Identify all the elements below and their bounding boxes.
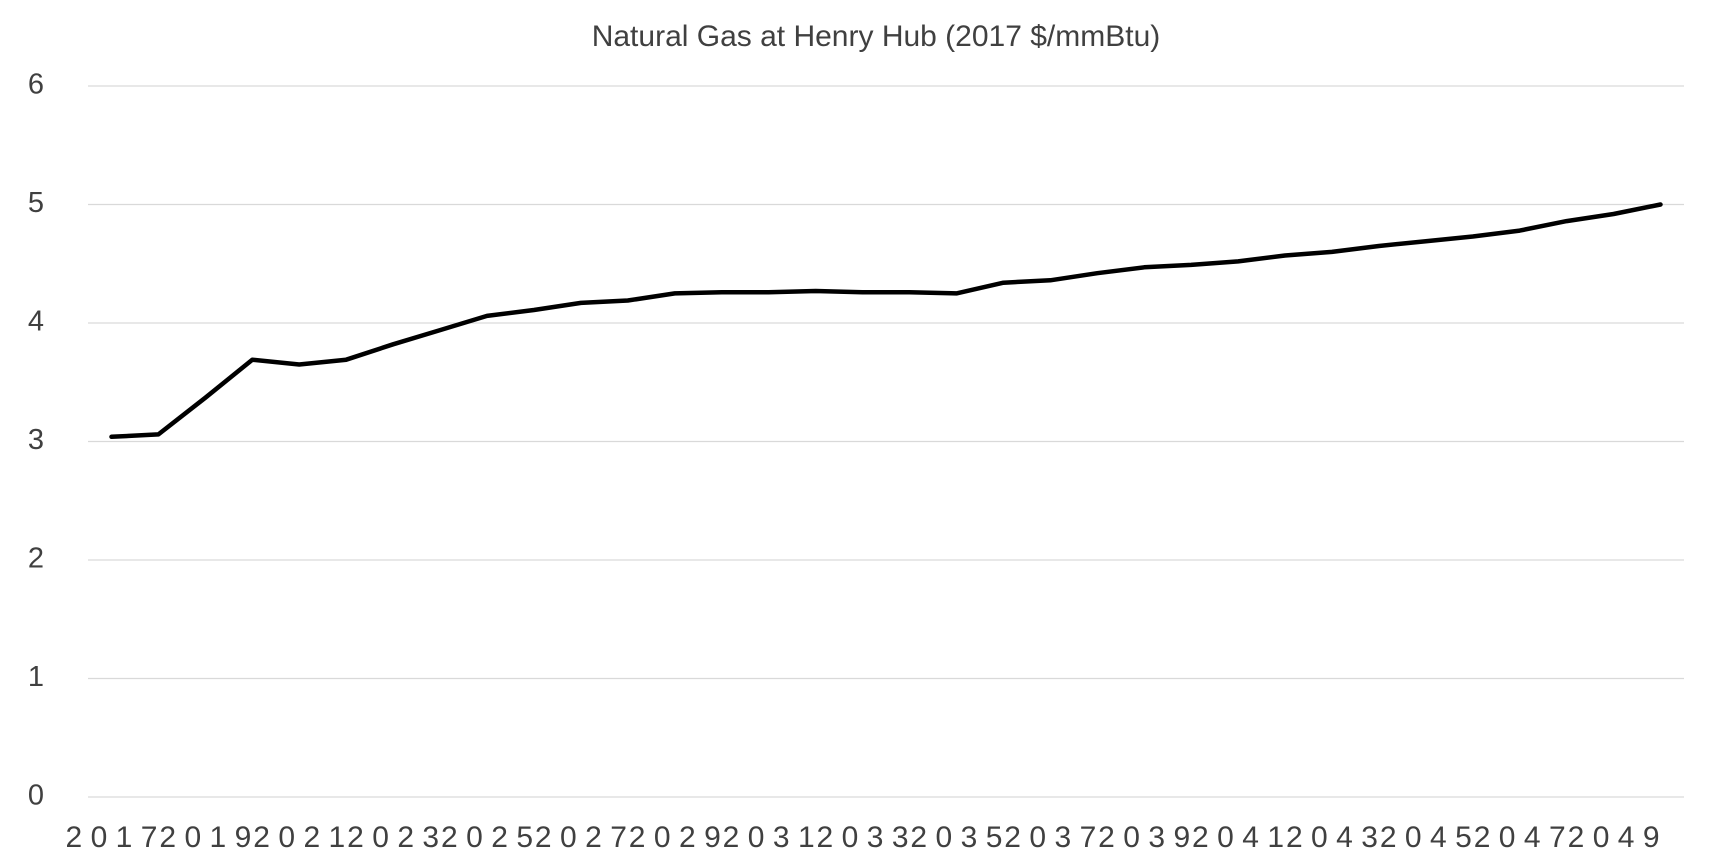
y-tick-label: 0 [28,780,44,812]
data-line [109,202,1663,440]
y-tick-label: 5 [28,187,44,219]
y-tick-label: 1 [28,661,44,693]
y-tick-label: 3 [28,424,44,456]
y-tick-label: 6 [28,69,44,101]
y-tick-label: 2 [28,543,44,575]
chart-title: Natural Gas at Henry Hub (2017 $/mmBtu) [592,20,1161,53]
y-tick-label: 4 [28,306,44,338]
